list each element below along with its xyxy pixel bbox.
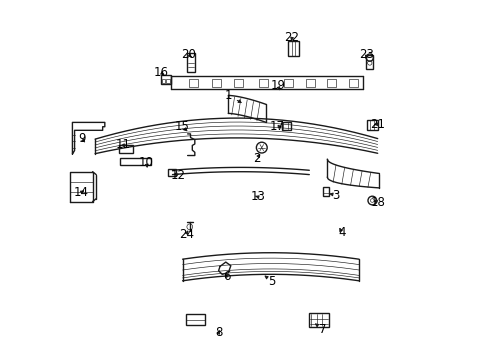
Text: 3: 3 [329,189,339,202]
Text: 7: 7 [315,323,326,336]
Text: 5: 5 [264,275,275,288]
Text: 15: 15 [174,120,189,133]
Text: 4: 4 [337,226,345,239]
Text: 22: 22 [284,31,299,44]
Text: 14: 14 [73,186,88,199]
Text: 23: 23 [359,48,374,61]
Text: 21: 21 [369,118,385,131]
Text: 10: 10 [139,156,154,169]
Text: 1: 1 [224,89,241,103]
Text: 6: 6 [223,270,230,283]
Text: 11: 11 [116,138,130,151]
Text: 18: 18 [370,196,385,209]
Text: 8: 8 [214,327,222,339]
Text: 9: 9 [78,132,85,145]
Text: 24: 24 [178,228,193,240]
Text: 2: 2 [253,152,260,165]
Text: 17: 17 [269,120,285,133]
Text: 13: 13 [250,190,265,203]
Text: 19: 19 [270,79,285,92]
Text: 20: 20 [181,48,196,61]
Text: 12: 12 [170,169,185,182]
Text: 16: 16 [153,66,168,79]
